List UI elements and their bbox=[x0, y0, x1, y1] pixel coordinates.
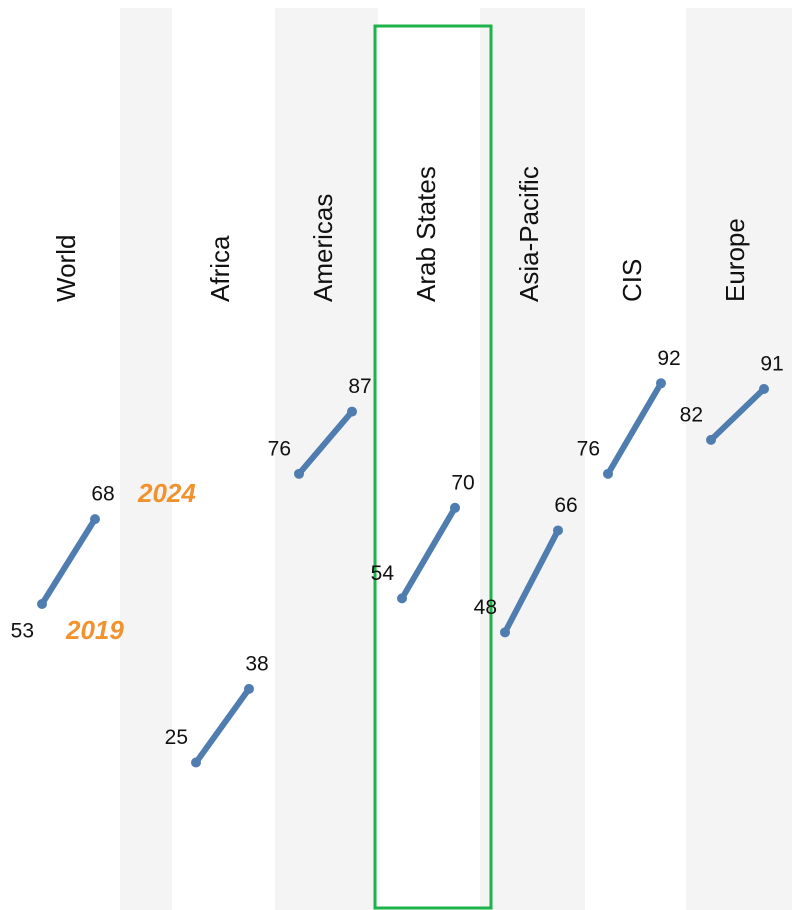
value-label: 54 bbox=[371, 562, 395, 585]
value-label: 87 bbox=[348, 375, 371, 398]
point bbox=[759, 383, 769, 394]
stripe bbox=[688, 8, 792, 910]
value-label: 48 bbox=[474, 596, 497, 619]
point bbox=[37, 599, 47, 610]
category-label: CIS bbox=[617, 259, 647, 302]
point bbox=[656, 378, 666, 389]
legend-label: 2024 bbox=[137, 478, 196, 508]
slope-line bbox=[502, 527, 561, 636]
value-label: 91 bbox=[760, 352, 783, 375]
category-label: Americas bbox=[308, 194, 338, 302]
value-label: 76 bbox=[268, 437, 291, 460]
point bbox=[191, 757, 201, 768]
slope-line bbox=[39, 516, 98, 608]
category-label: Africa bbox=[205, 235, 235, 302]
legend-label: 2019 bbox=[65, 615, 124, 645]
slope-line bbox=[605, 380, 664, 477]
value-label: 70 bbox=[451, 471, 474, 494]
highlight-box bbox=[373, 24, 493, 910]
category-label: Asia-Pacific bbox=[514, 166, 544, 302]
category-label: Arab States bbox=[411, 166, 441, 302]
value-label: 66 bbox=[554, 494, 577, 517]
point bbox=[500, 627, 510, 638]
slope-line bbox=[193, 685, 252, 766]
point bbox=[90, 514, 100, 525]
category-label: World bbox=[51, 235, 81, 302]
value-label: 68 bbox=[91, 483, 114, 506]
value-label: 53 bbox=[11, 620, 34, 643]
point bbox=[294, 468, 304, 479]
slope-line bbox=[399, 504, 458, 602]
value-label: 82 bbox=[680, 403, 703, 426]
point bbox=[347, 406, 357, 417]
slope-line bbox=[708, 385, 767, 443]
value-label: 25 bbox=[165, 726, 188, 749]
slope-line bbox=[296, 408, 355, 477]
point bbox=[706, 434, 716, 445]
stripe bbox=[120, 8, 172, 910]
point bbox=[553, 525, 563, 536]
value-label: 38 bbox=[245, 652, 268, 675]
point bbox=[603, 468, 613, 479]
value-label: 76 bbox=[577, 437, 600, 460]
point bbox=[397, 593, 407, 604]
category-label: Europe bbox=[720, 218, 750, 302]
point bbox=[450, 502, 460, 513]
stripe bbox=[482, 8, 585, 910]
value-label: 92 bbox=[657, 347, 680, 370]
stripe bbox=[275, 8, 378, 910]
point bbox=[244, 683, 254, 694]
